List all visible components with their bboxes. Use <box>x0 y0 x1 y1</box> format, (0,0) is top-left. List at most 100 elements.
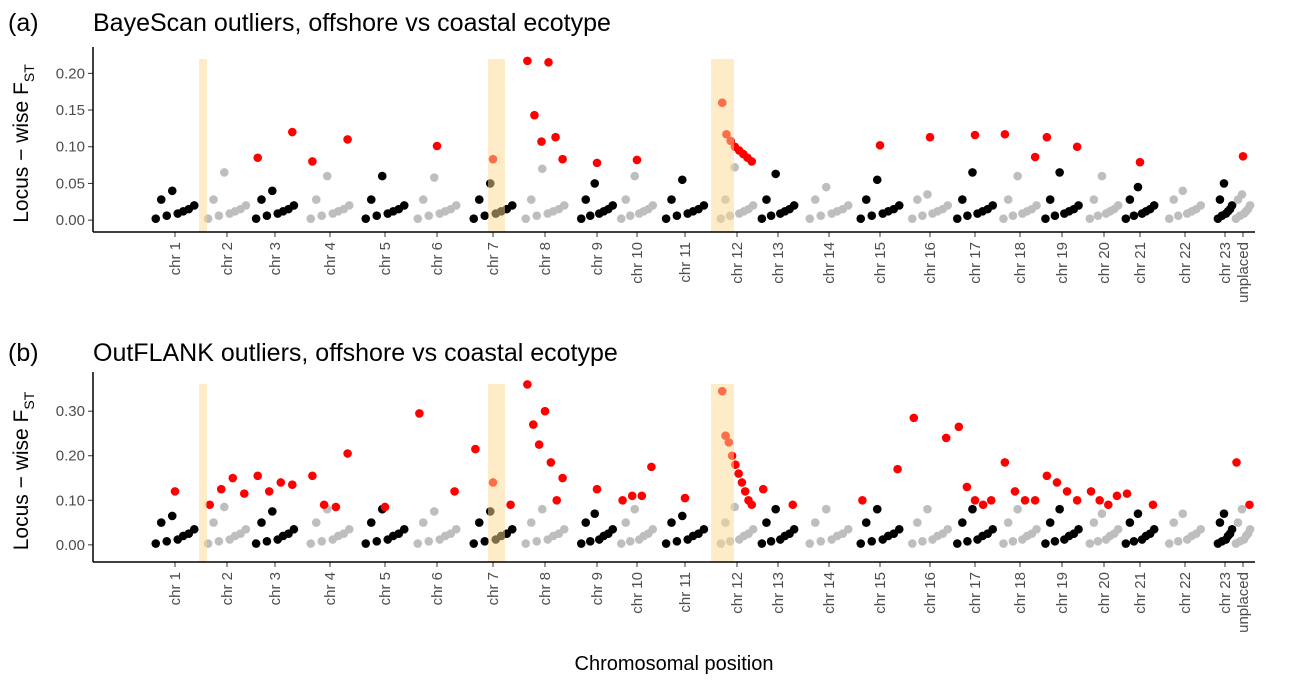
y-axis-label-main: Locus − wise F <box>10 82 33 223</box>
point <box>762 518 771 527</box>
x-tick-label: chr 1 <box>167 572 184 605</box>
outlier-point <box>1042 132 1052 142</box>
x-tick-label: chr 9 <box>589 242 606 275</box>
point <box>1050 211 1060 221</box>
x-tick-label: chr 13 <box>770 572 787 614</box>
point <box>532 211 542 221</box>
outlier-point <box>216 484 226 494</box>
outlier-point <box>523 56 532 66</box>
point <box>735 535 744 544</box>
point <box>1137 535 1147 544</box>
point <box>983 204 992 214</box>
point <box>413 539 423 548</box>
y-tick-label: 0.20 <box>56 448 85 465</box>
point <box>1215 518 1225 527</box>
outlier-point <box>893 464 902 474</box>
outlier-point <box>970 496 980 505</box>
outlier-point <box>450 487 459 496</box>
point <box>621 518 631 527</box>
point <box>268 507 277 516</box>
outlier-point <box>1148 500 1158 510</box>
point <box>1178 509 1188 518</box>
point <box>1233 518 1243 527</box>
outlier-point <box>1030 152 1040 162</box>
point <box>225 209 234 218</box>
point <box>366 518 376 527</box>
point <box>1041 214 1050 223</box>
point <box>424 536 434 546</box>
point <box>262 536 272 546</box>
point <box>1013 504 1022 514</box>
point <box>284 529 293 539</box>
outlier-point <box>978 500 988 510</box>
x-tick-label: chr 14 <box>821 242 838 284</box>
point <box>838 204 848 214</box>
point <box>1137 209 1147 218</box>
point <box>1089 518 1099 527</box>
point <box>328 535 338 544</box>
point <box>757 539 767 548</box>
point <box>554 204 564 214</box>
point <box>361 214 371 223</box>
point <box>339 529 349 539</box>
highlight-region <box>711 384 734 562</box>
point <box>173 535 183 544</box>
point <box>377 171 387 181</box>
point <box>311 518 321 527</box>
outlier-point <box>941 433 951 443</box>
point <box>1219 179 1229 188</box>
point <box>372 536 382 546</box>
point <box>810 518 820 527</box>
point <box>963 536 972 546</box>
x-tick-label: chr 12 <box>729 572 746 614</box>
point <box>999 539 1008 548</box>
outlier-point <box>506 500 515 510</box>
outlier-point <box>1072 142 1082 152</box>
point <box>322 171 332 181</box>
point <box>424 211 434 221</box>
point <box>361 539 371 548</box>
point <box>878 535 888 544</box>
outlier-point <box>1000 458 1010 467</box>
x-tick-label: chr 5 <box>377 572 394 605</box>
point <box>1045 518 1055 527</box>
point <box>785 529 794 539</box>
outlier-point <box>1052 478 1062 487</box>
point <box>262 211 272 221</box>
outlier-point <box>528 420 538 429</box>
point <box>983 529 992 539</box>
panel-label: (b) <box>8 339 39 367</box>
point <box>827 209 837 218</box>
x-tick-label: chr 17 <box>967 242 984 284</box>
highlight-region <box>488 59 505 232</box>
outlier-point <box>970 130 980 140</box>
point <box>872 504 882 514</box>
point <box>446 204 456 214</box>
x-tick-label: chr 6 <box>429 572 446 605</box>
outlier-point <box>734 469 743 478</box>
point <box>236 529 245 539</box>
x-tick-label: chr 12 <box>729 242 746 284</box>
point <box>1069 529 1079 539</box>
point <box>284 204 293 214</box>
outlier-point <box>540 406 550 416</box>
highlight-region <box>199 59 207 232</box>
point <box>952 214 962 223</box>
point <box>923 504 932 514</box>
outlier-point <box>1104 500 1113 510</box>
point <box>1225 529 1235 539</box>
outlier-point <box>170 487 180 496</box>
point <box>1060 535 1069 544</box>
outlier-point <box>205 500 215 510</box>
x-tick-label: chr 11 <box>677 242 694 283</box>
point <box>1055 168 1064 177</box>
point <box>372 211 382 221</box>
point <box>1145 529 1155 539</box>
outlier-point <box>558 154 567 164</box>
point <box>678 511 687 521</box>
outlier-point <box>343 449 352 458</box>
x-tick-label: chr 17 <box>967 572 984 614</box>
point <box>827 535 837 544</box>
point <box>311 195 321 204</box>
point <box>744 204 753 214</box>
